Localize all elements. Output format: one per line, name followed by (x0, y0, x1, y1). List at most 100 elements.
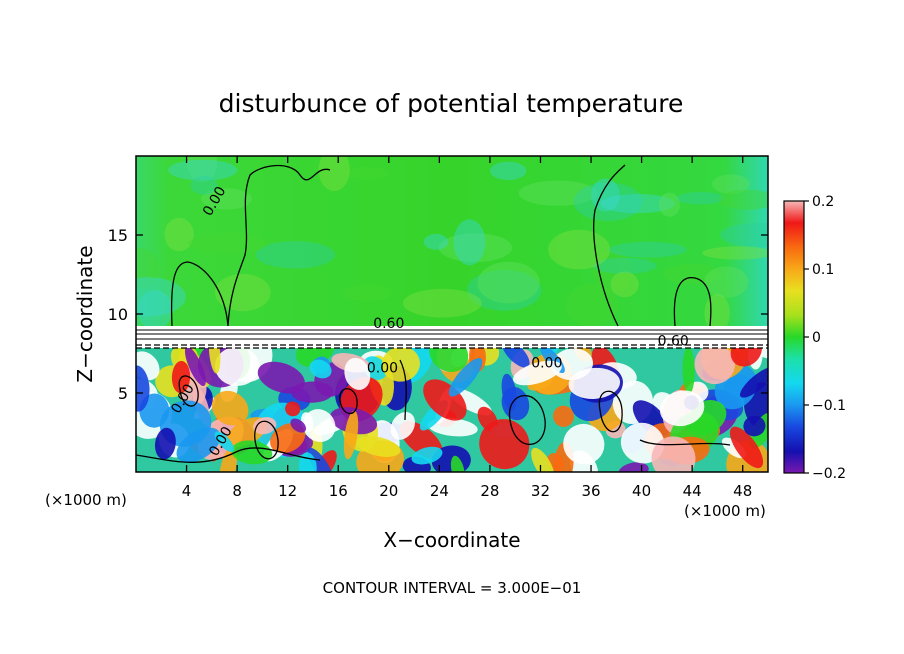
turbulence-patch (211, 390, 249, 426)
colorbar-tick-label-1: 0.1 (812, 262, 834, 278)
turbulence-patch (307, 447, 334, 472)
x-unit-left: (×1000 m) (45, 491, 127, 509)
upper-patch (573, 182, 643, 222)
turbulence-patch (290, 418, 307, 433)
upper-patch (477, 261, 540, 304)
upper-patch (467, 269, 542, 311)
contour-label-4: 0.00 (367, 360, 398, 376)
upper-patch (164, 217, 194, 252)
turbulence-patch (563, 423, 605, 465)
upper-patch (704, 266, 749, 298)
upper-patch (423, 233, 449, 250)
upper-patch (168, 159, 238, 181)
upper-patch (658, 192, 681, 217)
x-tick-label-1: 8 (232, 482, 242, 500)
contour-interval-note: CONTOUR INTERVAL = 3.000E−01 (323, 579, 582, 597)
x-tick-label-0: 4 (182, 482, 192, 500)
x-unit-right: (×1000 m) (684, 502, 766, 520)
turbulence-patch (214, 346, 260, 387)
y-tick-label-2: 15 (108, 226, 128, 245)
upper-patch (592, 249, 634, 294)
upper-patch (591, 178, 620, 212)
upper-patch (438, 233, 513, 263)
turbulence-patch (381, 346, 420, 382)
contour-lines (136, 164, 768, 463)
x-tick-label-9: 40 (632, 482, 651, 500)
turbulence-patch (309, 359, 332, 379)
colorbar-tick-label-0: 0.2 (812, 194, 834, 210)
upper-patch (255, 241, 336, 269)
turbulence-patch (479, 419, 530, 470)
upper-patch (343, 167, 389, 180)
x-tick-label-2: 12 (278, 482, 297, 500)
turbulence-patch (257, 361, 305, 394)
upper-field (136, 156, 768, 326)
upper-patch (186, 156, 218, 183)
turbulence-patch (448, 358, 483, 397)
upper-patch (137, 290, 173, 330)
turbulence-patch (214, 431, 235, 452)
x-tick-label-10: 44 (683, 482, 702, 500)
turbulence-patch (553, 405, 574, 427)
x-axis: 4 8 12 16 20 24 28 32 36 40 44 48 (182, 156, 752, 500)
contour-label-1: 0.60 (373, 316, 404, 332)
upper-patch (663, 263, 722, 285)
x-tick-label-5: 24 (430, 482, 449, 500)
turbulence-patch (302, 409, 336, 443)
upper-patch (453, 219, 486, 266)
turbulence-patch (390, 411, 415, 440)
x-tick-label-7: 32 (531, 482, 550, 500)
turbulence-patch (513, 360, 562, 386)
turbulence-patch (531, 447, 555, 472)
turbulence-patch (154, 427, 176, 460)
upper-patch (136, 248, 159, 290)
y-axis-label: Z−coordinate (73, 245, 97, 382)
x-tick-label-4: 20 (379, 482, 398, 500)
upper-patch (490, 161, 527, 181)
upper-patch (592, 257, 657, 274)
colorbar-tick-label-4: −0.2 (812, 466, 846, 482)
upper-patch (318, 156, 350, 192)
turbulence-patch (411, 446, 443, 465)
turbulence-patch (231, 440, 273, 465)
inversion-band (136, 326, 768, 348)
upper-patch (201, 188, 253, 210)
upper-patch (136, 277, 186, 317)
contour-label-3: 0.00 (531, 356, 562, 372)
turbulence-patch (729, 426, 764, 469)
upper-patch (718, 189, 768, 210)
colorbar-ticks: 0.2 0.1 0 −0.1 −0.2 (804, 194, 846, 482)
colorbar (783, 200, 805, 474)
contour-label-2: 0.60 (658, 334, 689, 350)
turbulence-patch (450, 455, 465, 472)
upper-patch (610, 271, 639, 298)
upper-patch (600, 194, 675, 214)
upper-patch (402, 288, 482, 318)
upper-patch (702, 246, 768, 260)
x-tick-label-6: 28 (480, 482, 499, 500)
turbulence-patch (343, 410, 359, 460)
upper-patch (214, 273, 271, 312)
upper-patch (711, 174, 750, 194)
y-axis: 5 10 15 (108, 226, 768, 403)
upper-patch (190, 175, 218, 195)
turbulence-patch (682, 346, 695, 394)
upper-patch (188, 232, 267, 255)
turbulence-patch (651, 436, 696, 472)
turbulence-patch (176, 427, 221, 463)
y-tick-label-0: 5 (118, 384, 128, 403)
upper-patch (548, 229, 611, 270)
x-tick-label-8: 36 (581, 482, 600, 500)
x-tick-label-11: 48 (733, 482, 752, 500)
turbulence-patch (743, 415, 766, 437)
turbulence-patch (136, 365, 150, 412)
y-tick-label-1: 10 (108, 305, 128, 324)
turbulence-patch (253, 417, 277, 435)
x-tick-label-3: 16 (329, 482, 348, 500)
upper-patch (719, 223, 768, 247)
plot-area (136, 156, 768, 472)
chart-title: disturbunce of potential temperature (219, 89, 684, 118)
colorbar-tick-label-2: 0 (812, 330, 821, 346)
turbulence-patch (740, 366, 768, 398)
